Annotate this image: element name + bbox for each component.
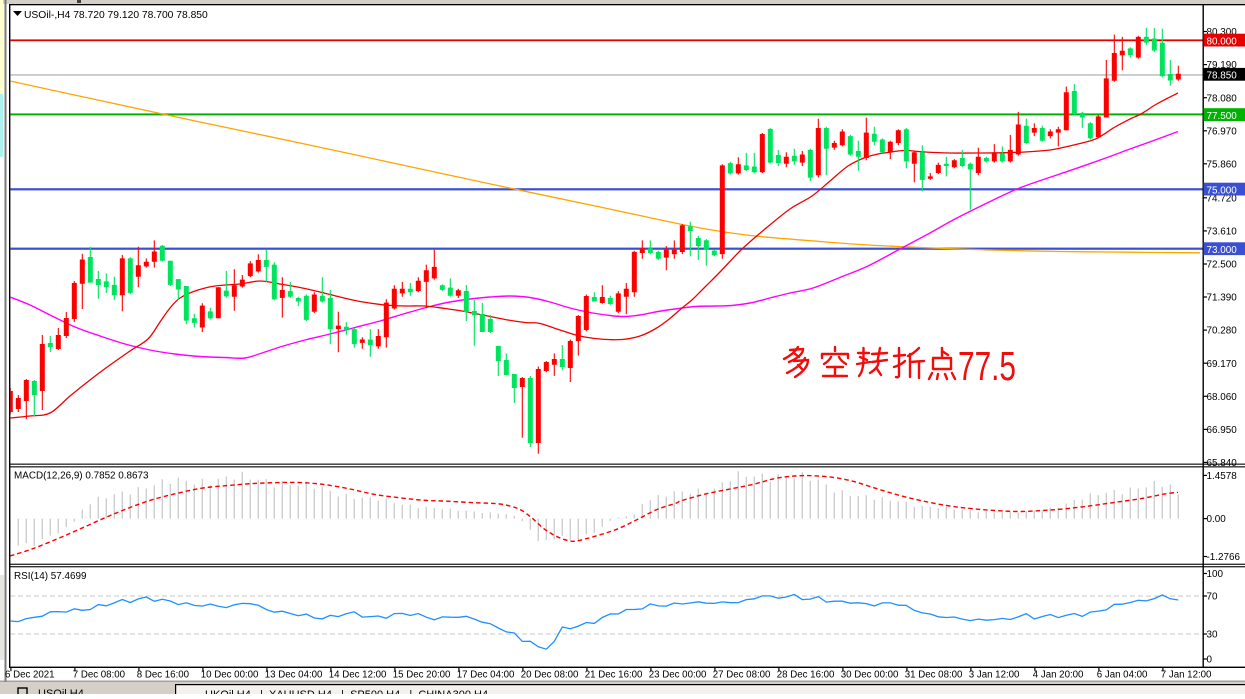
svg-text:USOil,H4: USOil,H4 <box>38 688 84 694</box>
svg-text:31 Dec 08:00: 31 Dec 08:00 <box>905 670 963 681</box>
svg-text:0.00: 0.00 <box>1207 514 1227 525</box>
svg-text:20 Dec 08:00: 20 Dec 08:00 <box>521 670 579 681</box>
svg-text:7 Dec 08:00: 7 Dec 08:00 <box>73 670 126 681</box>
svg-text:14 Dec 12:00: 14 Dec 12:00 <box>329 670 387 681</box>
svg-text:8 Dec 16:00: 8 Dec 16:00 <box>137 670 190 681</box>
svg-text:3 Jan 12:00: 3 Jan 12:00 <box>969 670 1020 681</box>
svg-text:7 Jan 12:00: 7 Jan 12:00 <box>1161 670 1212 681</box>
svg-text:1.4578: 1.4578 <box>1207 471 1238 482</box>
svg-text:RSI(14) 57.4699: RSI(14) 57.4699 <box>14 571 87 582</box>
svg-text:73.000: 73.000 <box>1207 245 1238 256</box>
svg-text:100: 100 <box>1207 569 1224 580</box>
svg-text:21 Dec 16:00: 21 Dec 16:00 <box>585 670 643 681</box>
svg-text:78.080: 78.080 <box>1207 93 1238 104</box>
svg-text:66.950: 66.950 <box>1207 425 1238 436</box>
svg-text:77.5: 77.5 <box>958 343 1016 389</box>
svg-text:10 Dec 00:00: 10 Dec 00:00 <box>201 670 259 681</box>
svg-text:68.060: 68.060 <box>1207 392 1238 403</box>
svg-text:UKOil,H4 | XAUUSD,H4 | S: UKOil,H4 | XAUUSD,H4 | SP500,H4 | CHINA3… <box>205 689 488 694</box>
svg-text:6 Dec 2021: 6 Dec 2021 <box>5 670 55 681</box>
svg-text:28 Dec 16:00: 28 Dec 16:00 <box>777 670 835 681</box>
svg-text:75.000: 75.000 <box>1207 185 1238 196</box>
svg-text:13 Dec 04:00: 13 Dec 04:00 <box>265 670 323 681</box>
svg-text:70: 70 <box>1207 592 1218 603</box>
svg-text:27 Dec 08:00: 27 Dec 08:00 <box>713 670 771 681</box>
svg-text:73.610: 73.610 <box>1207 227 1238 238</box>
svg-text:30 Dec 00:00: 30 Dec 00:00 <box>841 670 899 681</box>
svg-text:69.170: 69.170 <box>1207 359 1238 370</box>
svg-text:78.850: 78.850 <box>1207 71 1238 82</box>
svg-text:76.970: 76.970 <box>1207 126 1238 137</box>
svg-text:MACD(12,26,9) 0.7852 0.8673: MACD(12,26,9) 0.7852 0.8673 <box>14 471 149 482</box>
svg-text:77.500: 77.500 <box>1207 111 1238 122</box>
svg-text:30: 30 <box>1207 630 1218 641</box>
svg-text:72.500: 72.500 <box>1207 260 1238 271</box>
svg-text:15 Dec 20:00: 15 Dec 20:00 <box>393 670 451 681</box>
svg-text:23 Dec 00:00: 23 Dec 00:00 <box>649 670 707 681</box>
svg-text:0: 0 <box>1207 655 1213 666</box>
svg-text:80.000: 80.000 <box>1207 36 1238 47</box>
svg-text:USOil-,H4 78.720 79.120 78.70: USOil-,H4 78.720 79.120 78.700 78.850 <box>24 10 208 21</box>
svg-text:65.840: 65.840 <box>1207 458 1238 469</box>
svg-text:6 Jan 04:00: 6 Jan 04:00 <box>1097 670 1148 681</box>
svg-text:-1.2766: -1.2766 <box>1207 552 1241 563</box>
svg-text:75.860: 75.860 <box>1207 159 1238 170</box>
svg-text:71.390: 71.390 <box>1207 293 1238 304</box>
svg-text:17 Dec 04:00: 17 Dec 04:00 <box>457 670 515 681</box>
svg-text:4 Jan 20:00: 4 Jan 20:00 <box>1033 670 1084 681</box>
svg-text:70.280: 70.280 <box>1207 326 1238 337</box>
